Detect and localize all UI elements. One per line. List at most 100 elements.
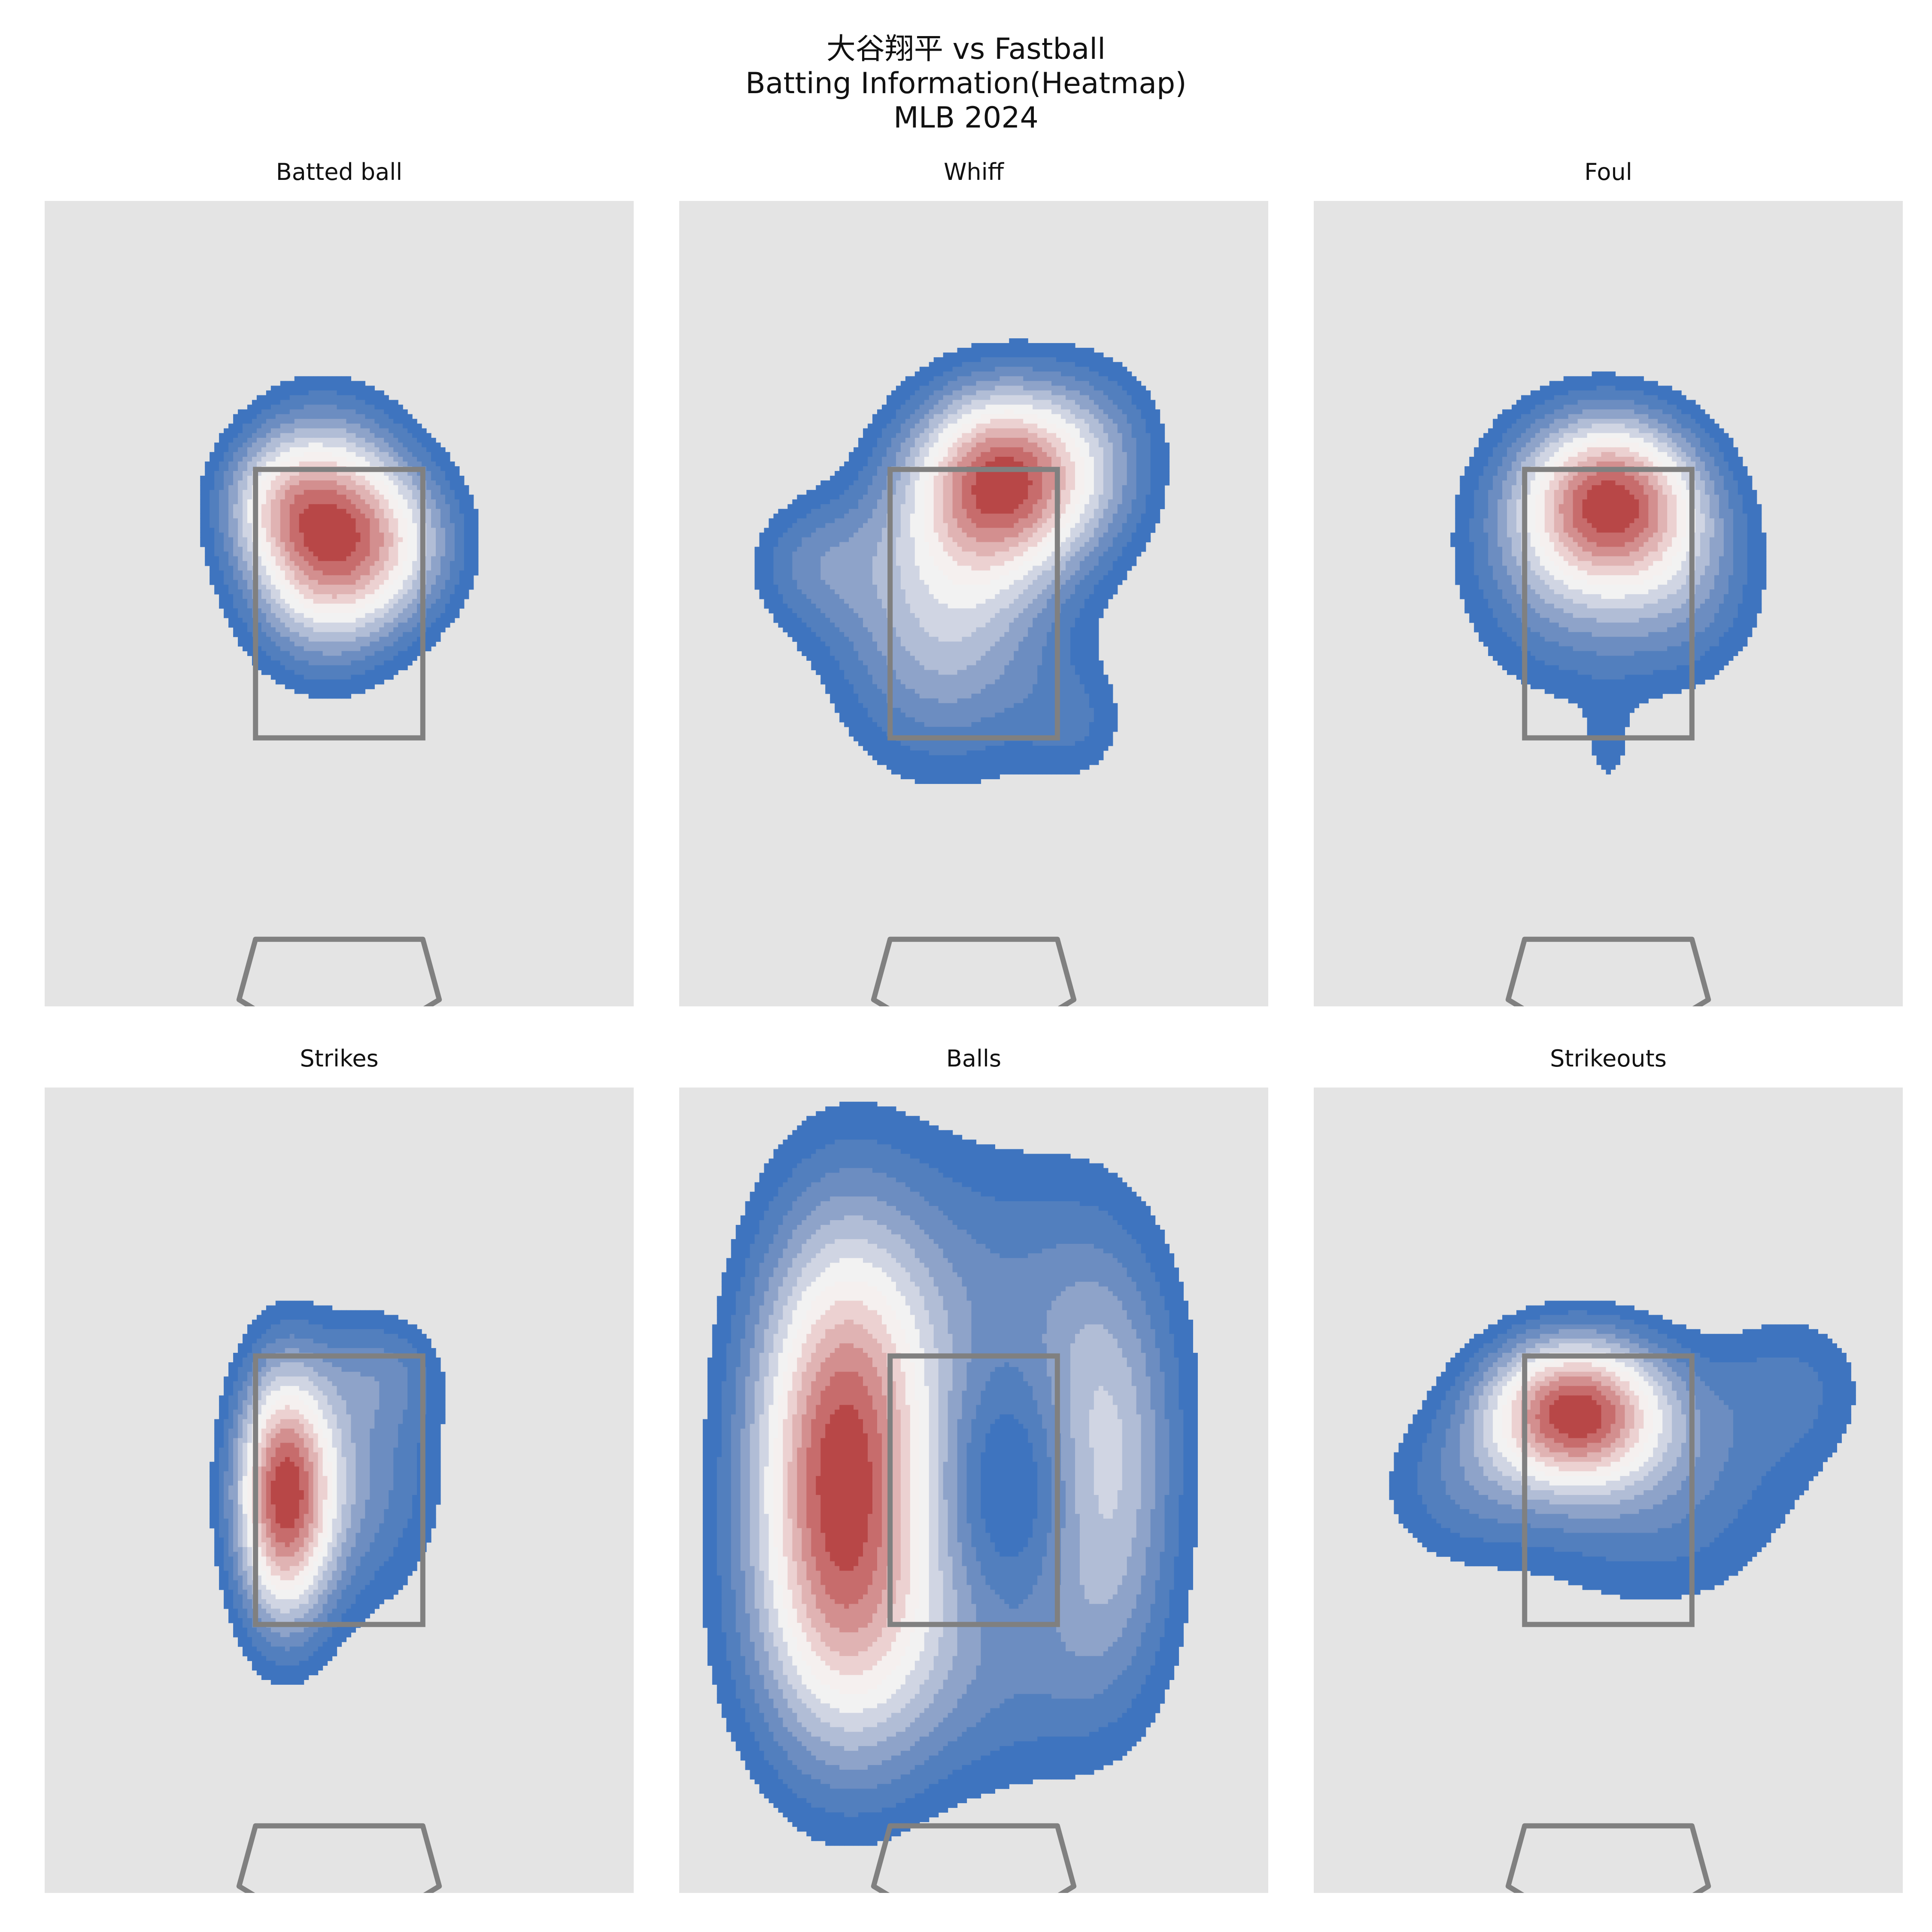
density-cell	[844, 476, 849, 481]
density-cell	[436, 580, 441, 585]
density-cell	[398, 608, 403, 614]
density-cell	[896, 414, 901, 419]
density-cell	[1150, 471, 1156, 476]
density-cell	[1160, 456, 1165, 462]
density-cell	[327, 618, 333, 623]
density-cell	[266, 490, 271, 495]
density-cell	[261, 513, 267, 519]
density-cell	[454, 466, 460, 471]
density-cell	[1056, 414, 1061, 419]
density-cell	[938, 471, 944, 476]
density-cell	[1014, 400, 1019, 405]
density-cell	[957, 447, 963, 453]
density-cell	[360, 623, 365, 628]
density-cell	[365, 575, 370, 580]
density-cell	[337, 419, 342, 424]
density-cell	[999, 400, 1005, 405]
density-cell	[407, 499, 413, 504]
density-cell	[1056, 437, 1061, 443]
density-cell	[313, 437, 319, 443]
density-cell	[205, 490, 210, 495]
density-cell	[242, 476, 248, 481]
density-cell	[285, 452, 290, 457]
density-cell	[384, 670, 389, 675]
density-cell	[304, 523, 309, 529]
density-cell	[393, 637, 398, 642]
density-cell	[210, 490, 215, 495]
density-cell	[242, 437, 248, 443]
density-cell	[322, 613, 328, 618]
density-cell	[327, 613, 333, 618]
density-cell	[280, 518, 286, 523]
density-cell	[1033, 437, 1038, 443]
density-cell	[1028, 485, 1033, 490]
density-cell	[905, 471, 911, 476]
density-cell	[1145, 461, 1151, 467]
density-cell	[332, 693, 337, 699]
density-cell	[256, 528, 262, 533]
density-cell	[360, 532, 365, 538]
density-cell	[285, 528, 290, 533]
density-cell	[304, 513, 309, 519]
density-cell	[214, 584, 219, 590]
density-cell	[370, 485, 375, 490]
density-cell	[242, 598, 248, 604]
density-cell	[436, 532, 441, 538]
density-cell	[459, 509, 465, 514]
density-cell	[985, 381, 991, 386]
density-cell	[299, 674, 304, 680]
density-cell	[384, 604, 389, 609]
density-cell	[981, 456, 986, 462]
density-cell	[995, 395, 1000, 401]
density-cell	[1051, 390, 1057, 396]
density-cell	[370, 575, 375, 580]
density-cell	[910, 471, 915, 476]
density-cell	[1089, 456, 1094, 462]
density-cell	[224, 542, 229, 547]
density-cell	[948, 423, 953, 429]
density-cell	[1028, 471, 1033, 476]
density-cell	[205, 556, 210, 562]
density-cell	[389, 495, 394, 500]
density-cell	[881, 495, 887, 500]
density-cell	[384, 523, 389, 529]
density-cell	[318, 623, 323, 628]
density-cell	[440, 471, 446, 476]
density-cell	[1103, 414, 1109, 419]
density-cell	[403, 570, 408, 576]
density-cell	[275, 665, 281, 671]
density-cell	[412, 570, 417, 576]
density-cell	[299, 423, 304, 429]
density-cell	[1098, 362, 1104, 367]
density-cell	[313, 528, 319, 533]
density-cell	[242, 485, 248, 490]
density-cell	[247, 646, 252, 651]
density-cell	[242, 613, 248, 618]
density-cell	[806, 490, 811, 495]
density-cell	[1127, 437, 1132, 443]
density-cell	[1037, 367, 1042, 372]
density-cell	[981, 348, 986, 353]
density-cell	[948, 367, 953, 372]
density-cell	[933, 456, 939, 462]
density-cell	[1122, 390, 1127, 396]
density-cell	[379, 400, 384, 405]
density-cell	[459, 551, 465, 557]
density-cell	[412, 495, 417, 500]
density-cell	[1098, 428, 1104, 434]
density-cell	[1117, 362, 1123, 367]
density-cell	[289, 433, 295, 438]
density-cell	[341, 428, 347, 434]
density-cell	[1061, 471, 1066, 476]
density-cell	[1037, 442, 1042, 448]
density-cell	[355, 551, 361, 557]
density-cell	[289, 651, 295, 656]
density-cell	[445, 561, 450, 566]
density-cell	[1023, 409, 1028, 415]
density-cell	[327, 637, 333, 642]
density-cell	[365, 419, 370, 424]
density-cell	[294, 651, 300, 656]
density-cell	[393, 651, 398, 656]
density-cell	[450, 575, 455, 580]
density-cell	[905, 386, 911, 391]
